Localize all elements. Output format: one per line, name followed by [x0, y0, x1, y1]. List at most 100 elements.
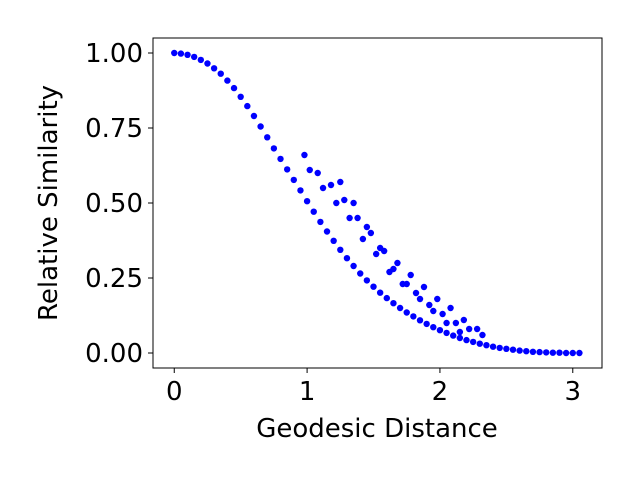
data-point	[359, 235, 367, 243]
data-point	[327, 181, 335, 189]
data-point	[357, 270, 364, 277]
data-point	[197, 56, 205, 64]
y-tick-label: 0.75	[85, 114, 143, 144]
data-point	[390, 300, 397, 307]
y-axis-ticks: 0.00 0.25 0.50 0.75 1.00	[85, 39, 153, 369]
y-tick-label: 0.25	[85, 264, 143, 294]
data-point	[171, 49, 178, 57]
data-point	[407, 271, 414, 279]
data-point	[403, 309, 410, 316]
data-point	[473, 325, 481, 333]
data-point	[443, 329, 450, 337]
data-point	[529, 348, 537, 355]
data-point	[190, 53, 198, 61]
data-point	[430, 307, 437, 315]
y-tick-label: 1.00	[85, 39, 143, 69]
data-point	[447, 304, 454, 312]
data-point	[264, 134, 271, 141]
data-point	[383, 294, 390, 302]
data-point	[496, 344, 503, 352]
y-axis-label: Relative Similarity	[34, 85, 64, 321]
data-point	[184, 51, 191, 58]
data-point	[516, 347, 523, 354]
data-point	[394, 259, 401, 267]
data-point	[224, 77, 231, 84]
x-axis-label: Geodesic Distance	[256, 414, 498, 444]
data-point	[319, 184, 327, 192]
data-point	[465, 325, 473, 333]
data-point	[376, 289, 384, 296]
data-point	[204, 60, 211, 67]
data-point	[483, 342, 490, 349]
data-point	[337, 246, 344, 253]
data-point	[270, 145, 278, 152]
data-point	[350, 262, 357, 270]
data-point	[434, 295, 441, 303]
data-point	[372, 250, 380, 258]
x-axis-ticks: 0 1 2 3	[166, 368, 581, 407]
x-tick-label: 1	[299, 377, 316, 407]
data-point	[250, 112, 258, 120]
data-point	[456, 328, 464, 336]
data-point	[330, 237, 337, 244]
data-point	[412, 289, 420, 297]
data-point	[333, 199, 340, 207]
data-point	[230, 84, 238, 92]
data-point	[376, 244, 384, 252]
data-point	[403, 280, 410, 288]
data-point	[277, 155, 284, 163]
data-point	[423, 320, 430, 328]
data-point	[416, 295, 424, 303]
data-point	[350, 199, 357, 207]
data-point	[337, 178, 344, 186]
data-point	[297, 187, 304, 194]
data-point	[460, 316, 468, 324]
data-point	[509, 346, 517, 353]
data-point	[314, 169, 321, 177]
data-point	[463, 336, 470, 344]
data-point	[341, 196, 348, 204]
data-point	[363, 223, 371, 231]
data-point	[536, 348, 543, 356]
data-point	[346, 214, 353, 222]
data-point	[363, 277, 371, 284]
data-point	[416, 317, 424, 324]
data-point	[503, 345, 510, 352]
data-point	[456, 334, 464, 342]
data-point	[301, 151, 308, 159]
data-point	[354, 214, 361, 222]
plot-background	[153, 38, 602, 368]
data-point	[317, 218, 324, 226]
data-point	[556, 349, 563, 356]
x-tick-label: 0	[166, 377, 183, 407]
data-point	[283, 166, 291, 173]
x-tick-label: 2	[432, 377, 449, 407]
data-point	[479, 331, 486, 339]
data-point	[450, 332, 457, 339]
x-tick-label: 3	[565, 377, 582, 407]
data-point	[430, 324, 437, 331]
data-point	[443, 319, 450, 327]
data-points	[171, 49, 583, 357]
data-point	[290, 176, 298, 184]
data-point	[177, 50, 185, 57]
data-point	[310, 208, 317, 215]
data-point	[523, 348, 530, 355]
data-point	[257, 123, 264, 130]
data-point	[370, 283, 377, 290]
data-point	[436, 327, 444, 334]
data-point	[237, 93, 244, 101]
data-point	[410, 313, 417, 320]
data-point	[306, 166, 313, 174]
data-point	[396, 304, 404, 312]
data-point	[439, 310, 446, 318]
data-point	[420, 283, 428, 291]
data-point	[569, 349, 576, 357]
data-point	[489, 343, 497, 350]
data-point	[426, 301, 433, 309]
data-point	[549, 349, 557, 356]
data-point	[390, 265, 397, 273]
data-point	[303, 198, 311, 205]
y-tick-label: 0.00	[85, 339, 143, 369]
